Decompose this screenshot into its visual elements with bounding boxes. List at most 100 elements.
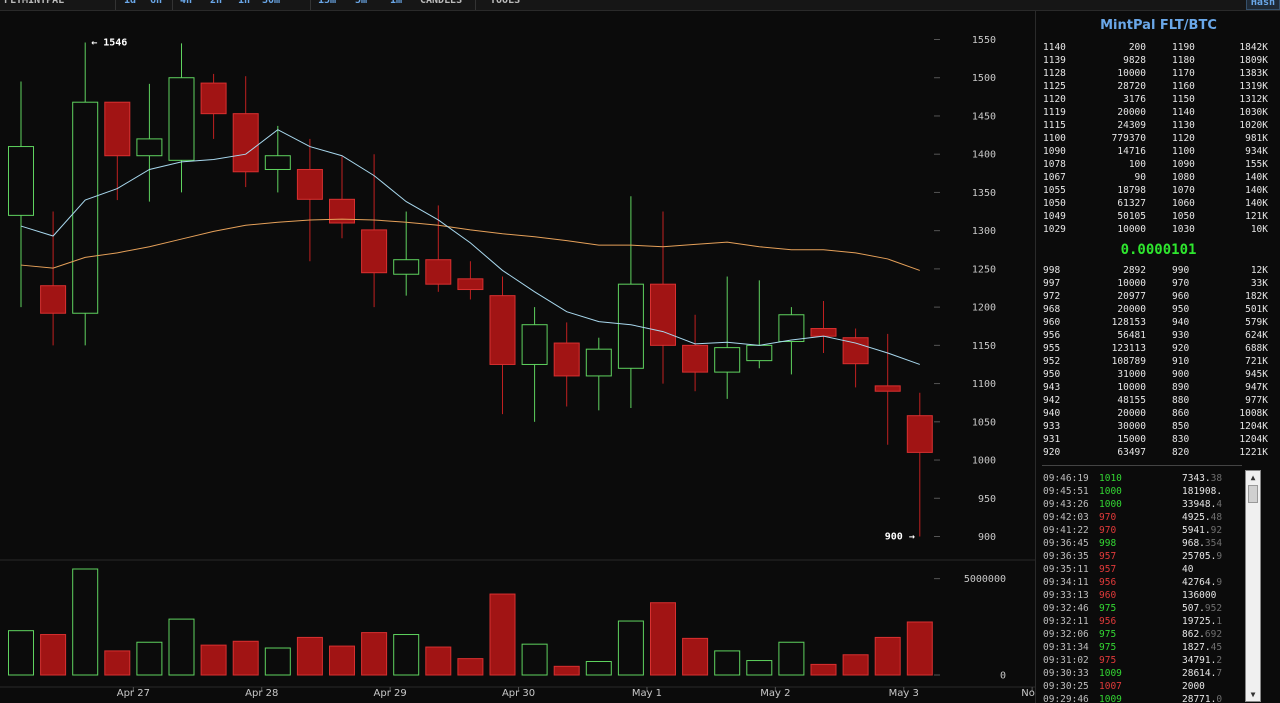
order-book-cell: 61327 — [1117, 198, 1146, 209]
toolbar-item-6h[interactable]: 6h — [150, 0, 163, 6]
trade-amount-fraction: 9 — [1216, 577, 1223, 588]
trade-history-scrollbar[interactable]: ▲ ▼ — [1245, 470, 1261, 702]
order-book-cell: 1130 — [1172, 120, 1195, 131]
order-book-cell: 9828 — [1123, 55, 1146, 66]
volume-bar — [264, 647, 291, 676]
hash-button[interactable]: Hash — [1245, 0, 1280, 10]
order-book-cell: 1139 — [1043, 55, 1066, 66]
volume-bar — [682, 637, 709, 676]
market-sidebar: MintPal FLT/BTC 1140 200 1190 1842K 1139 9828… — [1035, 11, 1280, 703]
trade-amount: 25705.9 — [1182, 550, 1222, 563]
toolbar-divider — [172, 0, 173, 10]
toolbar-item-1m[interactable]: 1m — [390, 0, 403, 6]
toolbar-item-candles[interactable]: CANDLES — [420, 0, 463, 6]
order-book-cell: 123113 — [1111, 343, 1146, 354]
moving-average-short-line — [20, 129, 920, 365]
order-book-cell: 880 — [1172, 395, 1190, 406]
trade-time: 09:32:06 — [1043, 629, 1089, 640]
volume-bar — [457, 658, 484, 676]
order-book-cell: 20000 — [1117, 408, 1146, 419]
trade-amount-fraction: 92 — [1210, 525, 1223, 536]
order-book-cell: 624K — [1245, 330, 1268, 341]
volume-bar — [714, 650, 741, 676]
order-book-row: 972 20977 960 182K — [1043, 290, 1268, 303]
order-book-cell: 31000 — [1117, 369, 1146, 380]
toolbar-item-1d[interactable]: 1d — [124, 0, 137, 6]
time-axis-label: May 3 — [889, 688, 919, 699]
toolbar-item-2h[interactable]: 2h — [210, 0, 223, 6]
toolbar-divider — [310, 0, 311, 10]
order-book-cell: 1070 — [1172, 185, 1195, 196]
trade-row: 09:31:02 975 34791.2 — [1043, 654, 1243, 667]
price-tick-label: 1550 — [972, 35, 996, 46]
trade-amount: 4925.48 — [1182, 511, 1222, 524]
scroll-down-icon[interactable]: ▼ — [1250, 690, 1256, 699]
trade-time: 09:45:51 — [1043, 486, 1089, 497]
time-axis-label: Apr 27 — [117, 688, 150, 699]
volume-bar — [40, 634, 67, 676]
trade-amount-fraction: 0 — [1216, 694, 1223, 703]
toolbar-item-fltmintpal[interactable]: FLTMINTPAL — [4, 0, 65, 6]
trade-history-list[interactable]: 09:46:19 1010 7343.38 09:45:51 1000 181908. 09… — [1043, 472, 1243, 703]
toolbar-item-4h[interactable]: 4h — [180, 0, 193, 6]
order-book-cell: 48155 — [1117, 395, 1146, 406]
order-book-cell: 24309 — [1117, 120, 1146, 131]
order-book-cell: 14716 — [1117, 146, 1146, 157]
order-book-cell: 1150 — [1172, 94, 1195, 105]
trade-amount-fraction: 7 — [1216, 668, 1223, 679]
price-chart[interactable]: 1550 1500 1450 1400 1350 1300 1250 1200 1150 1100… — [0, 11, 1035, 703]
volume-bar — [104, 650, 131, 676]
order-book-cell: 920 — [1172, 343, 1190, 354]
order-book-cell: 950 — [1172, 304, 1190, 315]
toolbar-item-tools[interactable]: TOOLS — [490, 0, 521, 6]
price-tick-label: 1050 — [972, 417, 996, 428]
scroll-up-icon[interactable]: ▲ — [1250, 473, 1256, 482]
order-book-cell: 90 — [1134, 172, 1146, 183]
trade-amount: 33948.4 — [1182, 498, 1222, 511]
order-book-cell: 1221K — [1239, 447, 1268, 458]
toolbar-item-5m[interactable]: 5m — [355, 0, 368, 6]
candle-body — [264, 155, 291, 170]
candle-body — [425, 259, 452, 285]
candle-body — [521, 324, 548, 365]
trade-amount: 2000 — [1182, 680, 1205, 693]
order-book-row: 1120 3176 1150 1312K — [1043, 93, 1268, 106]
order-book-cell: 940 — [1043, 408, 1061, 419]
order-book-cell: 930 — [1172, 330, 1190, 341]
order-book-cell: 1050 — [1172, 211, 1195, 222]
scrollbar-thumb[interactable] — [1248, 485, 1258, 503]
order-book-cell: 1383K — [1239, 68, 1268, 79]
order-book-row: 952 108789 910 721K — [1043, 355, 1268, 368]
price-tick-label: 1500 — [972, 73, 996, 84]
order-book-cell: 33K — [1250, 278, 1268, 289]
order-book-row: 1090 14716 1100 934K — [1043, 145, 1268, 158]
order-book-cell: 960 — [1043, 317, 1061, 328]
trade-time: 09:36:35 — [1043, 551, 1089, 562]
trade-amount-main: 4925. — [1182, 512, 1211, 523]
volume-bar — [585, 661, 612, 676]
trade-amount-fraction: 952 — [1204, 603, 1223, 614]
toolbar-item-15m[interactable]: 15m — [318, 0, 337, 6]
toolbar-item-30m[interactable]: 30m — [262, 0, 281, 6]
time-axis-label: Apr 30 — [502, 688, 535, 699]
order-book-cell: 63497 — [1117, 447, 1146, 458]
trade-price: 998 — [1099, 538, 1117, 549]
trade-price: 960 — [1099, 590, 1117, 601]
order-book-row: 1125 28720 1160 1319K — [1043, 80, 1268, 93]
candle-body — [104, 101, 131, 157]
candle-body — [136, 138, 163, 157]
trade-amount: 507.952 — [1182, 602, 1222, 615]
volume-bar — [521, 643, 548, 676]
high-price-annotation: ← 1546 — [91, 38, 127, 49]
order-book-cell: 1312K — [1239, 94, 1268, 105]
volume-tick-label: 0 — [1000, 671, 1006, 682]
order-book-cell: 10000 — [1117, 382, 1146, 393]
trade-row: 09:43:26 1000 33948.4 — [1043, 498, 1243, 511]
candle-body — [778, 314, 805, 343]
order-book-cell: 155K — [1245, 159, 1268, 170]
order-book-cell: 1080 — [1172, 172, 1195, 183]
toolbar-item-1h[interactable]: 1h — [238, 0, 251, 6]
order-book-row: 1128 10000 1170 1383K — [1043, 67, 1268, 80]
order-book-cell: 1078 — [1043, 159, 1066, 170]
order-book-cell: 972 — [1043, 291, 1061, 302]
